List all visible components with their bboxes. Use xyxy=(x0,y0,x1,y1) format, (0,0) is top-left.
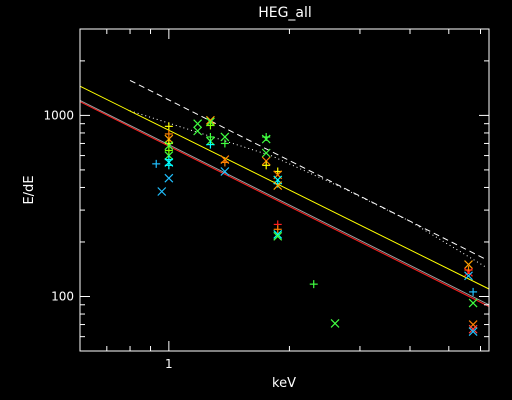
data-point-29 xyxy=(261,156,271,166)
axis-ticks: 100 1000 1 xyxy=(43,28,489,371)
data-point-34 xyxy=(273,179,282,188)
data-point-22 xyxy=(220,139,229,148)
data-point-3 xyxy=(164,129,173,138)
data-point-42 xyxy=(464,260,473,270)
data-point-27 xyxy=(261,134,271,144)
y-axis-label: E/dE xyxy=(22,175,37,204)
data-point-44 xyxy=(464,267,473,277)
data-point-18 xyxy=(206,132,215,141)
y-tick-label: 100 xyxy=(51,289,74,303)
data-point-15 xyxy=(206,115,215,125)
data-point-40 xyxy=(309,280,318,289)
x-axis-label: keV xyxy=(272,376,296,391)
data-point-2 xyxy=(164,122,173,131)
reference-line-dashed-0 xyxy=(129,79,487,260)
data-point-24 xyxy=(220,158,229,167)
x-tick-label: 1 xyxy=(165,357,173,371)
y-tick-label: 1000 xyxy=(43,108,74,122)
data-point-6 xyxy=(164,141,174,151)
data-point-11 xyxy=(164,161,173,170)
data-point-21 xyxy=(220,132,230,142)
data-point-13 xyxy=(193,126,203,136)
data-point-47 xyxy=(468,298,478,308)
data-point-4 xyxy=(164,134,174,144)
data-point-20 xyxy=(206,140,215,149)
reference-line-solid-4 xyxy=(79,99,490,306)
chart-title: HEG_all xyxy=(258,5,312,21)
data-point-25 xyxy=(220,167,230,176)
data-point-30 xyxy=(262,161,271,170)
data-point-14 xyxy=(193,119,203,129)
data-point-41 xyxy=(330,318,340,328)
data-points xyxy=(152,115,478,337)
data-point-1 xyxy=(157,187,167,196)
reference-line-solid-2 xyxy=(79,85,490,290)
data-point-37 xyxy=(273,225,282,234)
data-point-7 xyxy=(164,146,173,155)
data-point-48 xyxy=(468,320,478,329)
data-point-0 xyxy=(152,159,161,168)
data-point-38 xyxy=(273,230,283,239)
data-point-17 xyxy=(206,121,215,130)
data-point-46 xyxy=(469,287,478,296)
data-point-50 xyxy=(468,327,478,337)
data-point-49 xyxy=(468,324,478,334)
data-point-35 xyxy=(273,181,283,190)
data-point-8 xyxy=(164,151,174,160)
data-point-28 xyxy=(261,148,271,158)
reference-line-solid-3 xyxy=(79,101,490,307)
reference-lines xyxy=(79,79,490,307)
data-point-12 xyxy=(164,173,174,183)
data-point-45 xyxy=(464,271,473,281)
data-point-39 xyxy=(273,231,283,241)
reference-line-dotted-1 xyxy=(129,110,487,268)
plot-frame xyxy=(79,28,490,352)
